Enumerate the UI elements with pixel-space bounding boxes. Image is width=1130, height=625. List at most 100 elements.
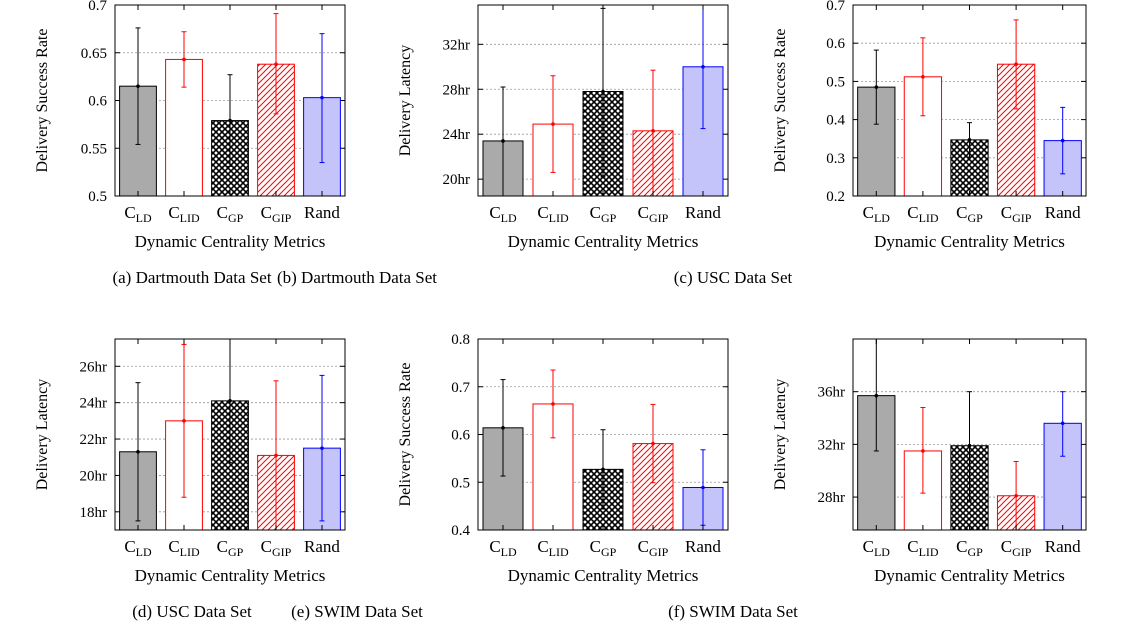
panel-caption: (e) SWIM Data Set [291, 602, 423, 621]
y-tick-label: 0.4 [451, 523, 470, 539]
x-axis-label: Dynamic Centrality Metrics [508, 566, 699, 585]
y-axis-label: Delivery Success Rate [34, 29, 51, 173]
plot-frame [477, 4, 729, 197]
x-tick-label: CGP [217, 203, 244, 225]
mean-point [1060, 421, 1065, 426]
y-axis-label: Delivery Success Rate [772, 29, 789, 173]
y-tick-label: 20hr [443, 172, 471, 188]
mean-point [921, 449, 925, 453]
plot-frame [114, 4, 346, 197]
plot-frame [852, 4, 1087, 197]
mean-point [228, 118, 232, 123]
x-tick-label: CLID [907, 537, 939, 559]
chart-panel-d: 18hr 20hr 22hr 24hr 26hr CLD CLID CGP CGIP Rand De… [34, 338, 346, 621]
y-tick-label: 0.5 [88, 189, 107, 205]
y-tick-label: 0.65 [81, 46, 107, 62]
x-tick-label: CLID [168, 537, 200, 559]
y-tick-label: 0.5 [826, 74, 845, 90]
x-tick-label: CLID [537, 537, 569, 559]
x-tick-label: CLID [907, 203, 939, 225]
mean-point [921, 75, 925, 79]
y-tick-label: 0.55 [81, 141, 107, 157]
mean-point [228, 399, 232, 403]
y-tick-label: 32hr [443, 37, 471, 53]
mean-point [1060, 138, 1065, 143]
x-tick-label: CGIP [261, 537, 292, 559]
chart-panel-b: 20hr 24hr 28hr 32hr CLD CLID CGP CGIP Rand Delive… [277, 4, 729, 287]
y-tick-label: 36hr [818, 385, 846, 401]
x-tick-label: Rand [1045, 537, 1081, 556]
chart-panel-f: 28hr 32hr 36hr CLD CLID CGP CGIP Rand Delivery L… [668, 338, 1087, 621]
mean-point [874, 393, 879, 398]
mean-point [320, 95, 324, 100]
y-tick-label: 28hr [818, 490, 846, 506]
y-tick-label: 0.7 [826, 0, 845, 14]
panel-caption: (b) Dartmouth Data Set [277, 268, 437, 287]
mean-point [136, 449, 140, 454]
y-tick-label: 0.8 [451, 332, 470, 348]
x-tick-label: CLD [124, 537, 152, 559]
mean-point [601, 89, 605, 94]
mean-point [967, 443, 972, 448]
x-tick-label: CGIP [638, 537, 669, 559]
y-tick-label: 32hr [818, 437, 846, 453]
mean-point [136, 84, 140, 88]
x-axis-label: Dynamic Centrality Metrics [874, 566, 1065, 585]
y-tick-label: 0.7 [451, 380, 470, 396]
x-axis-label: Dynamic Centrality Metrics [874, 232, 1065, 251]
chart-panel-a: 0.5 0.55 0.6 0.65 0.7 CLD CLID CGP CGIP Rand Deliv… [34, 0, 346, 287]
x-tick-label: CLID [537, 203, 569, 225]
y-tick-label: 18hr [80, 505, 108, 521]
mean-point [551, 402, 555, 406]
mean-point [601, 467, 605, 472]
x-tick-label: CLD [489, 537, 517, 559]
y-tick-label: 24hr [443, 127, 471, 143]
y-tick-label: 0.3 [826, 151, 845, 167]
mean-point [501, 426, 505, 430]
mean-point [501, 139, 505, 143]
x-tick-label: Rand [304, 537, 340, 556]
y-tick-label: 24hr [80, 396, 108, 412]
mean-point [1014, 493, 1018, 498]
x-tick-label: CGP [956, 203, 983, 225]
panel-caption: (c) USC Data Set [674, 268, 793, 287]
panel-caption: (f) SWIM Data Set [668, 602, 798, 621]
x-tick-label: CGIP [1001, 203, 1032, 225]
y-tick-label: 0.4 [826, 113, 845, 129]
x-tick-label: Rand [304, 203, 340, 222]
panel-caption: (a) Dartmouth Data Set [112, 268, 271, 287]
mean-point [701, 64, 705, 69]
x-tick-label: Rand [685, 203, 721, 222]
y-axis-label: Delivery Success Rate [397, 363, 414, 507]
y-tick-label: 0.2 [826, 189, 845, 205]
y-tick-label: 0.6 [88, 94, 107, 110]
y-tick-label: 0.7 [88, 0, 107, 14]
x-tick-label: CGIP [1001, 537, 1032, 559]
x-tick-label: CGP [590, 203, 617, 225]
y-tick-label: 22hr [80, 432, 108, 448]
chart-panel-c: 0.2 0.3 0.4 0.5 0.6 0.7 CLD CLID CGP CGIP Rand Deli… [674, 0, 1087, 287]
panel-caption: (d) USC Data Set [132, 602, 252, 621]
mean-point [320, 446, 324, 450]
x-tick-label: CGP [217, 537, 244, 559]
mean-point [182, 419, 186, 423]
mean-point [551, 122, 555, 126]
mean-point [274, 453, 278, 458]
mean-point [1014, 62, 1018, 67]
mean-point [701, 485, 705, 490]
y-tick-label: 0.5 [451, 475, 470, 491]
x-axis-label: Dynamic Centrality Metrics [135, 232, 326, 251]
x-tick-label: CGP [956, 537, 983, 559]
x-tick-label: CLD [489, 203, 517, 225]
y-axis-label: Delivery Latency [34, 379, 51, 491]
y-tick-label: 0.6 [451, 428, 470, 444]
mean-point [651, 129, 655, 133]
x-tick-label: CGIP [638, 203, 669, 225]
y-tick-label: 0.6 [826, 36, 845, 52]
mean-point [967, 138, 972, 142]
y-tick-label: 26hr [80, 359, 108, 375]
x-tick-label: CGP [590, 537, 617, 559]
y-tick-label: 20hr [80, 468, 108, 484]
x-tick-label: CLD [124, 203, 152, 225]
